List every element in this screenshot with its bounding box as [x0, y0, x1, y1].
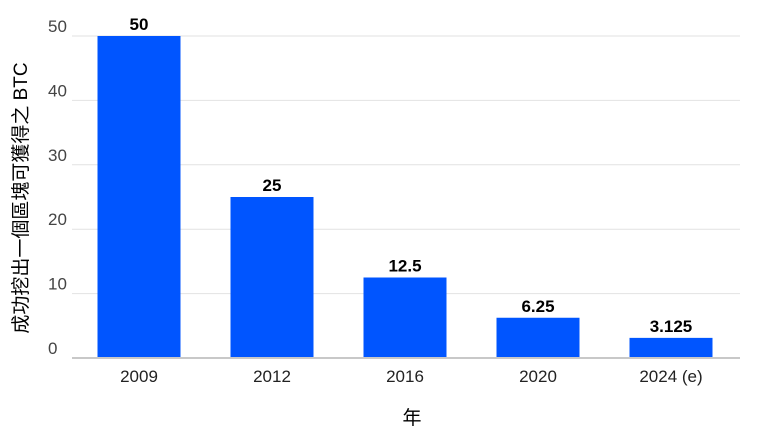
- bar: [97, 36, 181, 358]
- y-tick-label: 30: [48, 146, 67, 165]
- x-tick-label: 2009: [120, 367, 158, 386]
- y-tick-label: 0: [48, 339, 57, 358]
- bar: [230, 197, 314, 358]
- gridlines: [72, 35, 740, 295]
- y-tick-label: 10: [48, 275, 67, 294]
- x-axis-title: 年: [402, 407, 421, 429]
- bar: [496, 317, 580, 358]
- y-tick-label: 40: [48, 81, 67, 100]
- y-tick-label: 50: [48, 17, 67, 36]
- y-axis-ticks: 0 10 20 30 40 50: [48, 17, 67, 358]
- data-label: 25: [263, 176, 282, 195]
- x-tick-label: 2012: [253, 367, 291, 386]
- data-label: 12.5: [388, 257, 421, 276]
- x-tick-label: 2024 (e): [639, 367, 702, 386]
- data-label: 3.125: [650, 317, 693, 336]
- x-tick-label: 2016: [386, 367, 424, 386]
- value-labels: 50 25 12.5 6.25 3.125: [130, 15, 693, 336]
- bar: [363, 277, 447, 358]
- data-label: 50: [130, 15, 149, 34]
- y-tick-label: 20: [48, 210, 67, 229]
- bar: [629, 337, 713, 358]
- x-axis-ticks: 2009 2012 2016 2020 2024 (e): [120, 367, 703, 386]
- y-axis-title: 成功挖出一個區塊可獲得之 BTC: [10, 62, 32, 333]
- data-label: 6.25: [521, 297, 554, 316]
- bars: [97, 36, 713, 358]
- x-tick-label: 2020: [519, 367, 557, 386]
